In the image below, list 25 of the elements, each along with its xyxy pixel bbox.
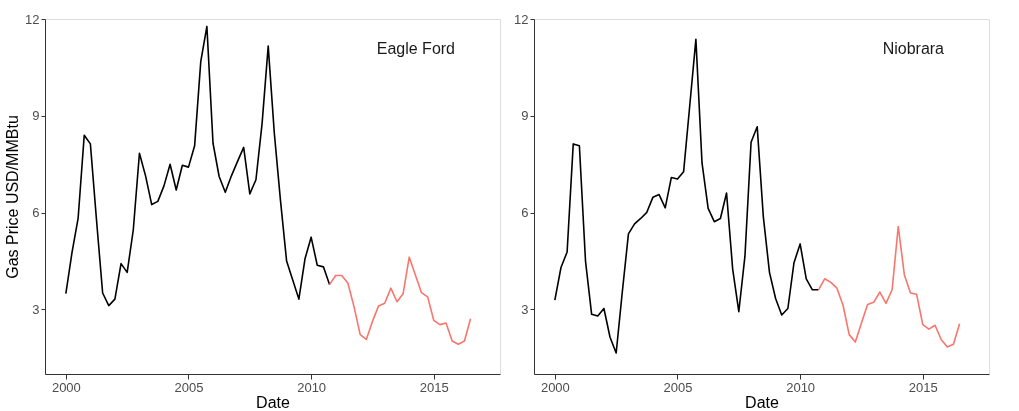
x-tick-label: 2000 xyxy=(51,379,81,395)
x-tick-label: 2005 xyxy=(174,379,204,395)
x-tick-label: 2005 xyxy=(663,379,693,395)
y-tick-label: 12 xyxy=(25,11,40,27)
line-series xyxy=(554,38,820,354)
y-tick-label: 6 xyxy=(32,205,40,221)
line-series xyxy=(817,225,961,348)
y-tick-label: 3 xyxy=(32,301,40,317)
y-tick-label: 3 xyxy=(521,301,529,317)
y-tick-label: 12 xyxy=(514,11,529,27)
line-series xyxy=(65,25,331,307)
x-axis-title: Date xyxy=(256,393,290,411)
x-axis-title: Date xyxy=(745,393,779,411)
y-tick-label: 6 xyxy=(521,205,529,221)
line-series xyxy=(328,256,472,346)
x-tick-label: 2015 xyxy=(908,379,938,395)
y-tick-label: 9 xyxy=(32,108,40,124)
x-tick-label: 2015 xyxy=(419,379,449,395)
y-axis-title: Gas Price USD/MMBtu xyxy=(4,115,22,279)
x-tick-label: 2010 xyxy=(786,379,816,395)
x-tick-label: 2010 xyxy=(297,379,327,395)
y-tick-label: 9 xyxy=(521,108,529,124)
text: Eagle Ford xyxy=(376,40,455,57)
text: Niobrara xyxy=(882,40,945,57)
x-tick-label: 2000 xyxy=(540,379,570,395)
